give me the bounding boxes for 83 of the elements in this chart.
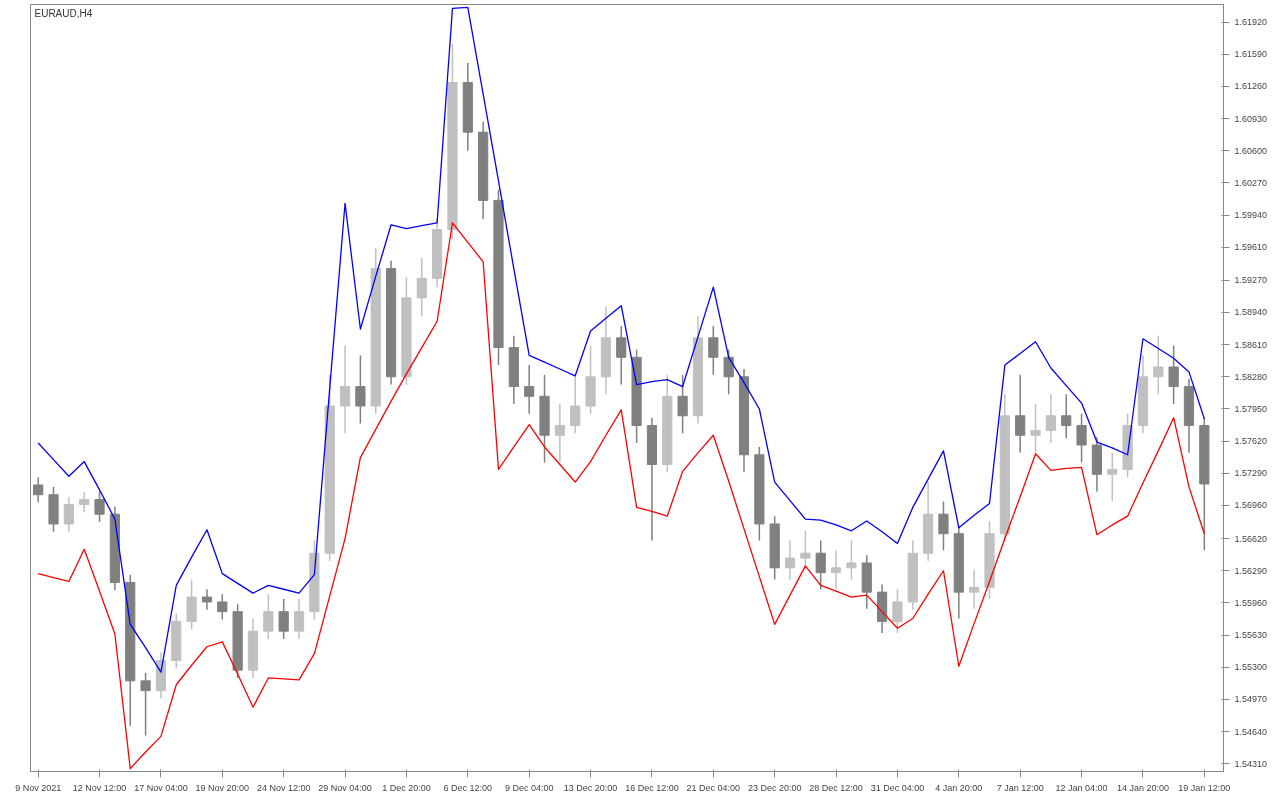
candlestick xyxy=(416,257,427,318)
y-tick-label: 1.55960 xyxy=(1234,597,1268,608)
candlestick xyxy=(800,530,811,571)
candlestick xyxy=(708,325,719,376)
candlestick xyxy=(217,593,228,621)
candlestick xyxy=(355,354,366,425)
y-tick-label: 1.55630 xyxy=(1234,630,1268,641)
y-tick-label: 1.61590 xyxy=(1234,49,1268,60)
x-tick-label: 6 Dec 12:00 xyxy=(443,782,493,793)
y-tick-label: 1.54310 xyxy=(1234,758,1268,769)
candlestick xyxy=(79,491,90,514)
candlestick xyxy=(677,374,688,435)
candlestick xyxy=(1076,413,1087,464)
y-tick-label: 1.59610 xyxy=(1234,242,1268,253)
y-tick-label: 1.57950 xyxy=(1234,403,1268,414)
x-tick-label: 23 Dec 20:00 xyxy=(747,782,802,793)
line-series xyxy=(37,222,1205,770)
candlestick xyxy=(938,500,949,552)
x-tick-label: 16 Dec 12:00 xyxy=(625,782,679,793)
y-tick-label: 1.60270 xyxy=(1234,177,1268,188)
candlestick xyxy=(33,476,44,504)
candlestick xyxy=(830,549,842,590)
candlestick xyxy=(616,325,627,386)
x-tick-label: 19 Nov 20:00 xyxy=(195,782,250,793)
candlestick xyxy=(815,539,826,590)
y-tick-label: 1.60600 xyxy=(1234,145,1268,156)
y-tick-label: 1.56620 xyxy=(1234,533,1268,544)
candlestick xyxy=(892,588,903,634)
y-tick-label: 1.59940 xyxy=(1234,210,1268,221)
x-tick-label: 9 Nov 2021 xyxy=(15,782,62,793)
candlestick xyxy=(784,539,796,581)
candlestick xyxy=(201,588,213,611)
candlestick xyxy=(1015,374,1026,454)
x-tick-label: 13 Dec 20:00 xyxy=(563,782,618,793)
candlestick xyxy=(1107,452,1118,503)
candlestick xyxy=(846,539,857,581)
x-tick-label: 9 Dec 04:00 xyxy=(504,782,554,793)
x-tick-label: 7 Jan 12:00 xyxy=(996,782,1044,793)
candlestick xyxy=(278,598,289,640)
x-tick-label: 14 Jan 20:00 xyxy=(1116,782,1169,793)
x-tick-label: 12 Jan 04:00 xyxy=(1055,782,1108,793)
chart-title: EURAUD,H4 xyxy=(34,7,93,19)
candlestick xyxy=(1030,403,1041,454)
candlestick xyxy=(293,598,305,640)
candlestick xyxy=(263,593,274,640)
candlestick xyxy=(63,495,74,533)
candlestick xyxy=(1168,344,1179,405)
candlestick xyxy=(1061,393,1072,439)
y-tick-label: 1.59270 xyxy=(1234,275,1268,286)
x-tick-label: 17 Nov 04:00 xyxy=(134,782,188,793)
y-tick-label: 1.56960 xyxy=(1234,500,1268,511)
y-tick-label: 1.58610 xyxy=(1234,339,1268,350)
x-tick-label: 24 Nov 12:00 xyxy=(256,782,311,793)
x-tick-label: 1 Dec 20:00 xyxy=(382,782,431,793)
x-tick-label: 28 Dec 12:00 xyxy=(809,782,863,793)
x-tick-label: 12 Nov 12:00 xyxy=(72,782,127,793)
y-tick-label: 1.55300 xyxy=(1234,662,1268,673)
candlestick xyxy=(723,348,734,396)
y-tick-label: 1.56290 xyxy=(1234,565,1268,576)
y-tick-label: 1.57620 xyxy=(1234,436,1268,447)
y-tick-label: 1.57290 xyxy=(1234,468,1268,479)
y-tick-label: 1.61260 xyxy=(1234,81,1268,92)
y-tick-label: 1.58940 xyxy=(1234,307,1268,318)
candlestick xyxy=(570,374,581,435)
y-tick-label: 1.54970 xyxy=(1234,694,1268,705)
candlestick xyxy=(94,491,105,523)
candlestick xyxy=(554,403,565,464)
candlestick xyxy=(524,364,535,415)
candlestick xyxy=(1153,335,1164,396)
y-tick-label: 1.60930 xyxy=(1234,113,1268,124)
candlestick xyxy=(969,569,980,610)
candlestick xyxy=(339,344,351,435)
x-tick-label: 19 Jan 12:00 xyxy=(1178,782,1231,793)
candlestick xyxy=(1045,393,1056,444)
y-tick-label: 1.54640 xyxy=(1234,726,1268,737)
x-tick-label: 21 Dec 04:00 xyxy=(686,782,741,793)
candlestick xyxy=(140,672,151,737)
x-tick-label: 29 Nov 04:00 xyxy=(318,782,372,793)
line-series xyxy=(37,6,1205,673)
y-tick-label: 1.61920 xyxy=(1234,17,1268,28)
x-tick-label: 31 Dec 04:00 xyxy=(870,782,925,793)
y-tick-label: 1.58280 xyxy=(1234,371,1268,382)
x-tick-label: 4 Jan 20:00 xyxy=(935,782,983,793)
